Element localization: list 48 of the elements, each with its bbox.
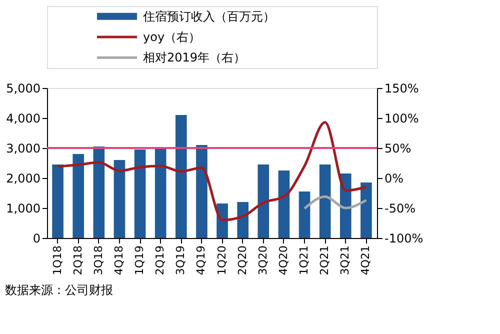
y-tick-label: 2,000 [6, 172, 40, 186]
y-tick-label: 0 [32, 232, 40, 246]
y-tick-label: 1,000 [6, 202, 40, 216]
x-tick-label: 3Q21 [338, 246, 352, 276]
x-tick-label: 3Q19 [174, 246, 188, 276]
bar [319, 164, 331, 238]
line-series [56, 120, 368, 222]
x-tick-label: 1Q18 [50, 246, 64, 276]
bar [114, 160, 126, 238]
legend-label: 相对2019年（右） [143, 50, 246, 65]
bar [298, 192, 310, 238]
x-tick-label: 2Q18 [71, 246, 84, 276]
bar [176, 115, 187, 238]
y2-tick-label: -100% [384, 232, 424, 246]
y2-tick-label: 50% [384, 142, 412, 156]
y-tick-label: 3,000 [6, 142, 40, 156]
bar [278, 170, 290, 238]
x-tick-label: 2Q19 [154, 246, 167, 276]
y2-tick-label: 100% [384, 112, 419, 126]
x-tick-label: 1Q20 [215, 246, 228, 276]
x-tick-label: 3Q20 [256, 246, 270, 276]
legend-label: 住宿预订收入（百万元） [142, 9, 275, 24]
x-tick-label: 4Q18 [112, 246, 126, 276]
source-note: 数据来源：公司财报 [5, 283, 114, 298]
bar [258, 164, 270, 238]
x-tick-label: 4Q19 [194, 246, 208, 276]
line-series [303, 195, 368, 210]
bar [196, 145, 208, 238]
bar [52, 164, 64, 238]
bar [154, 148, 166, 238]
y2-tick-label: 150% [384, 82, 419, 96]
x-tick-label: 2Q21 [318, 246, 332, 276]
y2-tick-label: 0% [384, 172, 404, 186]
x-tick-label: 1Q21 [298, 246, 311, 276]
x-tick-label: 2Q20 [236, 246, 249, 276]
x-tick-label: 4Q21 [359, 246, 372, 276]
bar [72, 154, 84, 238]
legend-label: yoy（右） [143, 30, 201, 44]
y-tick-label: 4,000 [6, 112, 40, 126]
x-tick-label: 1Q19 [133, 246, 146, 276]
x-tick-label: 3Q18 [92, 246, 105, 276]
bar [93, 146, 105, 238]
bar [360, 182, 372, 238]
bar [237, 202, 248, 238]
x-tick-label: 4Q20 [276, 246, 290, 276]
y-tick-label: 5,000 [6, 82, 40, 96]
bar [134, 150, 146, 238]
y2-tick-label: -50% [384, 202, 416, 216]
